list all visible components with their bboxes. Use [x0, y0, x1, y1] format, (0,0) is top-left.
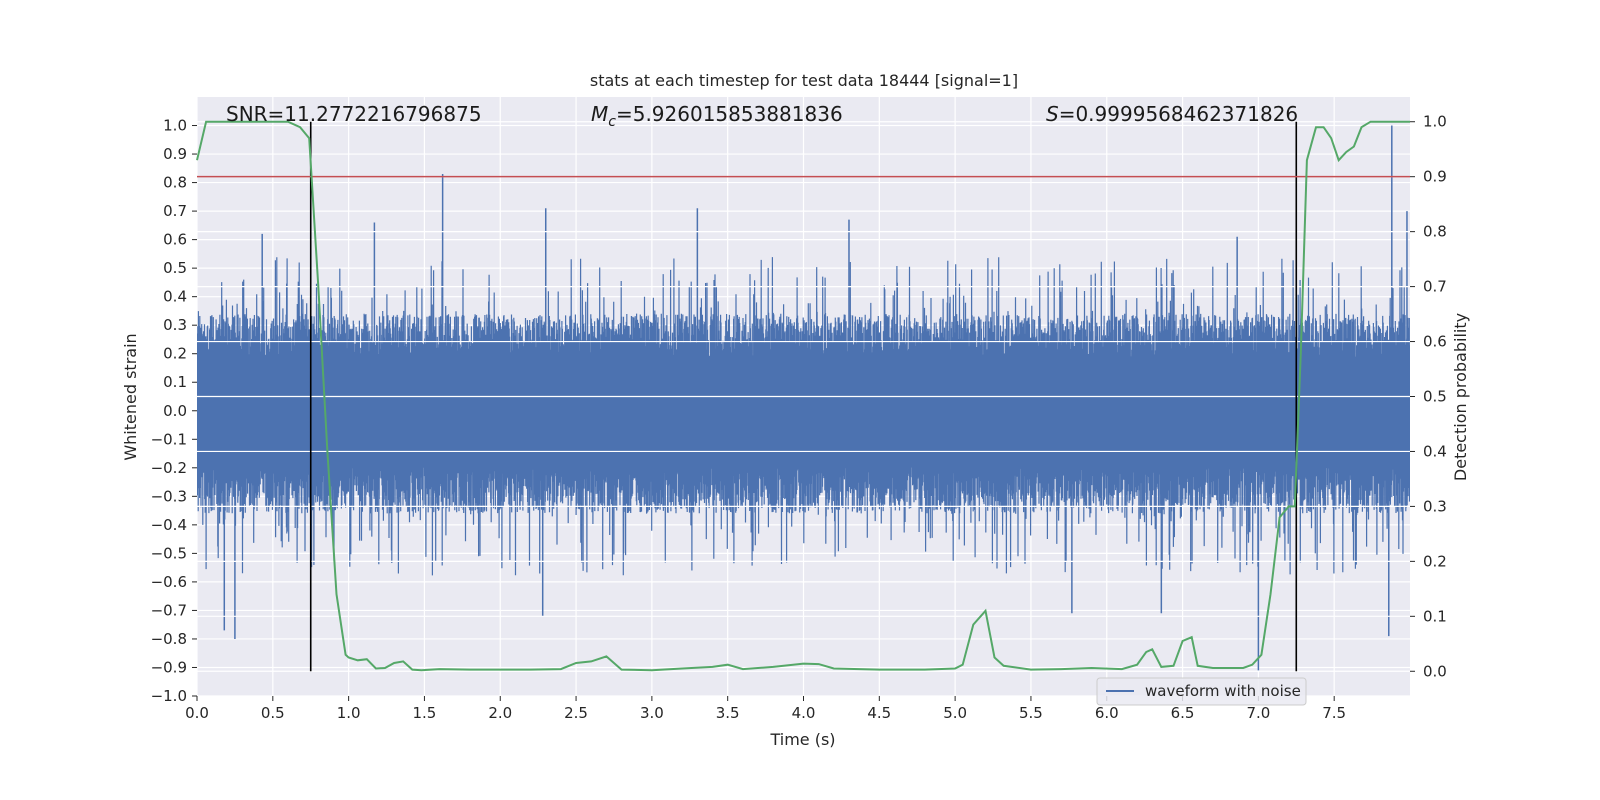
y2-tick-label: 0.6 — [1423, 333, 1447, 351]
legend-box — [1096, 677, 1307, 706]
y-tick-label: −0.8 — [151, 630, 187, 648]
y-tick-label: 0.8 — [163, 174, 187, 192]
x-tick-label: 1.5 — [413, 704, 437, 722]
legend: waveform with noise — [1096, 677, 1307, 706]
y2-tick-label: 0.9 — [1423, 168, 1447, 186]
y-tick-label: −0.3 — [151, 487, 187, 505]
y-tick-label: −0.7 — [151, 601, 187, 619]
y-tick-label: −0.4 — [151, 516, 187, 534]
x-tick-label: 3.0 — [640, 704, 664, 722]
y-tick-label: −0.2 — [151, 459, 187, 477]
probability-series — [196, 120, 1410, 672]
x-tick-label: 4.5 — [867, 704, 891, 722]
y-axis-ticks: −1.0 −0.9 −0.8 −0.7 −0.6 −0.5 −0.4 −0.3 −0.2 −0.1… — [151, 117, 197, 705]
y-tick-label: 0.1 — [163, 373, 187, 391]
y2-tick-label: 0.5 — [1423, 388, 1447, 406]
y-tick-label: 1.0 — [163, 117, 187, 135]
y-tick-label: 0.6 — [163, 231, 187, 249]
y-tick-label: −0.6 — [151, 573, 187, 591]
x-tick-label: 4.0 — [792, 704, 816, 722]
y2-tick-label: 0.3 — [1423, 497, 1447, 515]
y2-tick-label: 0.7 — [1423, 278, 1447, 296]
waveform-series — [197, 121, 1410, 672]
mc-subscript: c — [608, 114, 616, 130]
s-annotation: S=0.9999568462371826 — [1046, 102, 1298, 126]
mc-value: =5.926015853881836 — [616, 102, 843, 126]
x-tick-label: 1.0 — [337, 704, 361, 722]
y2-axis-ticks: 0.0 0.1 0.2 0.3 0.4 0.5 0.6 0.7 0.8 0.9 1.0 — [1410, 113, 1447, 680]
y-tick-label: 0.4 — [163, 288, 187, 306]
y-tick-label: 0.7 — [163, 202, 187, 220]
x-tick-label: 6.5 — [1171, 704, 1195, 722]
y-tick-label: −0.1 — [151, 430, 187, 448]
y2-tick-label: 0.1 — [1423, 607, 1447, 625]
y-tick-label: −1.0 — [151, 687, 187, 705]
x-tick-label: 2.0 — [488, 704, 512, 722]
y-tick-label: 0.5 — [163, 259, 187, 277]
waveform-trace — [197, 257, 1410, 576]
x-tick-label: 6.0 — [1095, 704, 1119, 722]
y2-axis-label: Detection probability — [1451, 313, 1470, 481]
x-axis-label: Time (s) — [769, 730, 835, 749]
y-tick-label: 0.3 — [163, 316, 187, 334]
snr-annotation: SNR=11.2772216796875 — [226, 102, 482, 126]
x-tick-label: 0.0 — [185, 704, 209, 722]
y2-tick-label: 1.0 — [1423, 113, 1447, 131]
y2-tick-label: 0.4 — [1423, 442, 1447, 460]
s-symbol: S — [1046, 102, 1059, 126]
y-tick-label: 0.0 — [163, 402, 187, 420]
x-tick-label: 2.5 — [564, 704, 588, 722]
probability-line — [196, 120, 1410, 672]
y2-tick-label: 0.8 — [1423, 223, 1447, 241]
y2-tick-label: 0.0 — [1423, 662, 1447, 680]
y-tick-label: −0.9 — [151, 658, 187, 676]
mc-annotation: Mc=5.926015853881836 — [591, 102, 843, 130]
x-tick-label: 5.5 — [1019, 704, 1043, 722]
vertical-markers — [309, 121, 1298, 672]
x-tick-label: 7.5 — [1322, 704, 1346, 722]
mc-symbol: M — [591, 102, 608, 126]
x-tick-label: 3.5 — [716, 704, 740, 722]
chart-title: stats at each timestep for test data 184… — [590, 71, 1018, 90]
x-axis-ticks: 0.0 0.5 1.0 1.5 2.0 2.5 3.0 3.5 4.0 4.5 5.0 5.5 6.0 6… — [185, 696, 1346, 722]
legend-entry: waveform with noise — [1145, 682, 1301, 700]
y-tick-label: −0.5 — [151, 544, 187, 562]
y-tick-label: 0.2 — [163, 345, 187, 363]
x-tick-label: 7.0 — [1246, 704, 1270, 722]
y-tick-label: 0.9 — [163, 145, 187, 163]
y-axis-label: Whitened strain — [121, 333, 140, 460]
x-tick-label: 5.0 — [943, 704, 967, 722]
s-value: =0.9999568462371826 — [1059, 102, 1298, 126]
x-tick-label: 0.5 — [261, 704, 285, 722]
y2-tick-label: 0.2 — [1423, 552, 1447, 570]
